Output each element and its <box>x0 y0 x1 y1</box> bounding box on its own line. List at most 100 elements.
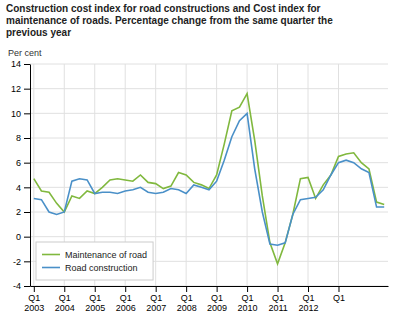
x-tick-label-line: 2008 <box>177 303 197 313</box>
x-tick-label-line: 2007 <box>146 303 166 313</box>
grid-line-y <box>30 286 388 287</box>
grid-line-y <box>30 212 388 213</box>
x-tick-label-line: Q1 <box>89 293 101 303</box>
x-tick: Q12011 <box>268 286 287 313</box>
x-tick-mark <box>64 286 65 292</box>
legend-frame <box>36 242 153 280</box>
y-tick-label: 4 <box>16 183 21 193</box>
x-tick-label: Q12012 <box>299 293 319 313</box>
legend-label: Road construction <box>65 263 138 273</box>
x-tick-label: Q12005 <box>85 293 105 313</box>
x-tick-label: Q1 <box>333 293 345 303</box>
y-tick: -2 <box>13 257 30 267</box>
x-tick-label-line: Q1 <box>120 293 132 303</box>
x-tick-label-line: Q1 <box>150 293 162 303</box>
y-tick-label: -2 <box>13 257 21 267</box>
x-tick-mark <box>95 286 96 292</box>
x-tick-mark <box>308 286 309 292</box>
grid-line-y <box>30 236 388 237</box>
x-tick-label: Q12006 <box>116 293 136 313</box>
y-tick: 8 <box>16 133 30 143</box>
x-axis: Q12003Q12004Q12005Q12006Q12007Q12008Q120… <box>24 286 388 313</box>
x-tick-mark <box>186 286 187 292</box>
x-tick-label-line: Q1 <box>181 293 193 303</box>
x-tick: Q12006 <box>116 286 136 313</box>
grid <box>30 64 388 286</box>
x-tick-label: Q12011 <box>268 293 287 313</box>
y-tick-mark <box>24 261 30 262</box>
y-axis-label: Per cent <box>8 48 42 58</box>
grid-line-x <box>33 64 34 286</box>
x-tick-mark <box>156 286 157 292</box>
x-tick-mark <box>217 286 218 292</box>
grid-line-x <box>155 64 156 286</box>
x-tick-label-line: 2010 <box>238 303 258 313</box>
x-tick-label: Q12003 <box>24 293 44 313</box>
y-tick-label: 12 <box>11 84 21 94</box>
x-tick-label-line: Q1 <box>303 293 315 303</box>
x-tick-label: Q12004 <box>55 293 75 313</box>
x-tick-label: Q12010 <box>238 293 258 313</box>
y-tick-label: -4 <box>13 281 21 291</box>
title-line: previous year <box>6 27 71 38</box>
x-axis-line <box>31 286 389 287</box>
y-axis-line <box>30 65 31 287</box>
x-tick-label-line: 2012 <box>299 303 319 313</box>
y-tick-mark <box>24 163 30 164</box>
x-tick-label-line: Q1 <box>333 293 345 303</box>
x-tick-mark <box>247 286 248 292</box>
x-tick-label-line: Q1 <box>211 293 223 303</box>
x-tick-label-line: 2005 <box>85 303 105 313</box>
y-tick-mark <box>24 187 30 188</box>
y-tick-label: 0 <box>16 232 21 242</box>
x-tick: Q12007 <box>146 286 166 313</box>
y-tick-label: 14 <box>11 59 21 69</box>
legend-label: Maintenance of road <box>65 250 147 260</box>
y-tick-mark <box>24 286 30 287</box>
grid-line-y <box>30 64 388 65</box>
x-tick-label-line: 2004 <box>55 303 75 313</box>
plot: -4-202468101214Q12003Q12004Q12005Q12006Q… <box>11 59 389 313</box>
x-tick: Q1 <box>333 286 345 303</box>
x-tick: Q12010 <box>238 286 258 313</box>
grid-line-y <box>30 162 388 163</box>
grid-line-x <box>277 64 278 286</box>
y-tick: 10 <box>11 109 30 119</box>
x-tick: Q12008 <box>177 286 197 313</box>
y-tick-mark <box>24 89 30 90</box>
x-tick-mark <box>338 286 339 292</box>
title-line: Construction cost index for road constru… <box>6 3 321 14</box>
chart-container: Construction cost index for road constru… <box>0 0 400 320</box>
y-tick: 14 <box>11 59 30 69</box>
x-tick-label-line: Q1 <box>59 293 71 303</box>
y-tick-mark <box>24 212 30 213</box>
y-axis: -4-202468101214 <box>11 59 31 291</box>
x-tick: Q12012 <box>299 286 319 313</box>
x-tick-mark <box>125 286 126 292</box>
lines <box>34 94 384 264</box>
x-tick: Q12009 <box>207 286 227 313</box>
x-tick-mark <box>34 286 35 292</box>
y-tick-label: 8 <box>16 133 21 143</box>
legend: Maintenance of road Road construction <box>36 242 153 280</box>
y-tick-label: 2 <box>16 207 21 217</box>
legend-swatch <box>42 254 60 256</box>
y-tick: 4 <box>16 183 30 193</box>
y-tick-label: 10 <box>11 109 21 119</box>
x-tick-label-line: 2011 <box>268 303 287 313</box>
y-tick: 2 <box>16 207 30 217</box>
grid-line-y <box>30 138 388 139</box>
x-tick-label-line: Q1 <box>242 293 254 303</box>
grid-line-y <box>30 113 388 114</box>
chart-svg: Construction cost index for road constru… <box>0 0 400 320</box>
x-tick-label-line: Q1 <box>272 293 284 303</box>
y-tick: 12 <box>11 84 30 94</box>
legend-swatch <box>42 267 60 269</box>
x-tick: Q12003 <box>24 286 44 313</box>
x-tick-label: Q12007 <box>146 293 166 313</box>
title: Construction cost index for road constru… <box>6 3 333 38</box>
y-tick: 0 <box>16 232 30 242</box>
x-tick-label: Q12009 <box>207 293 227 313</box>
grid-line-y <box>30 88 388 89</box>
x-tick-mark <box>278 286 279 292</box>
